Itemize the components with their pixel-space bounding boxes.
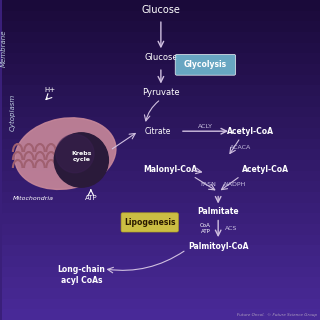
FancyBboxPatch shape bbox=[121, 213, 178, 232]
Bar bbox=[2, 288, 320, 299]
Text: Mitochondria: Mitochondria bbox=[13, 196, 54, 201]
Text: Palmitate: Palmitate bbox=[197, 207, 239, 216]
Bar bbox=[2, 245, 320, 256]
Text: Glucose: Glucose bbox=[144, 53, 178, 62]
Bar bbox=[2, 117, 320, 128]
Text: Membrane: Membrane bbox=[0, 29, 6, 67]
Bar bbox=[2, 75, 320, 85]
Bar bbox=[2, 128, 320, 139]
Bar bbox=[2, 267, 320, 277]
Bar bbox=[2, 192, 320, 203]
Bar bbox=[2, 181, 320, 192]
Text: Lipogenesis: Lipogenesis bbox=[124, 218, 175, 227]
Bar bbox=[2, 64, 320, 75]
Circle shape bbox=[56, 134, 94, 173]
Text: Krebs
cycle: Krebs cycle bbox=[71, 151, 92, 162]
Bar bbox=[2, 299, 320, 309]
Text: CoA
ATP: CoA ATP bbox=[200, 223, 211, 234]
Bar bbox=[2, 139, 320, 149]
Bar bbox=[2, 0, 320, 11]
Bar bbox=[2, 43, 320, 53]
Text: Malonyl-CoA: Malonyl-CoA bbox=[143, 165, 197, 174]
Bar bbox=[2, 107, 320, 117]
Bar bbox=[2, 21, 320, 32]
Bar bbox=[2, 277, 320, 288]
Text: Acetyl-CoA: Acetyl-CoA bbox=[242, 165, 289, 174]
Ellipse shape bbox=[15, 118, 116, 189]
Bar bbox=[2, 96, 320, 107]
Bar bbox=[2, 203, 320, 213]
Bar bbox=[2, 11, 320, 21]
Bar bbox=[2, 53, 320, 64]
Bar bbox=[2, 149, 320, 160]
Bar bbox=[2, 224, 320, 235]
Bar bbox=[2, 213, 320, 224]
Circle shape bbox=[54, 133, 108, 187]
Text: ATP: ATP bbox=[84, 196, 97, 201]
Text: Glycolysis: Glycolysis bbox=[184, 60, 227, 68]
Text: Glucose: Glucose bbox=[141, 4, 180, 15]
Text: Pyruvate: Pyruvate bbox=[142, 88, 180, 97]
Bar bbox=[2, 256, 320, 267]
Text: Long-chain
acyl CoAs: Long-chain acyl CoAs bbox=[57, 266, 105, 285]
Bar bbox=[2, 171, 320, 181]
Text: ACLY: ACLY bbox=[198, 124, 213, 129]
Text: Cytoplasm: Cytoplasm bbox=[10, 93, 16, 131]
Text: Citrate: Citrate bbox=[145, 127, 171, 136]
Text: NADPH: NADPH bbox=[223, 181, 245, 187]
Text: Future Oncol.  © Future Science Group: Future Oncol. © Future Science Group bbox=[237, 313, 317, 317]
Text: H+: H+ bbox=[44, 87, 55, 92]
Bar bbox=[2, 85, 320, 96]
Bar bbox=[2, 309, 320, 320]
Text: Palmitoyl-CoA: Palmitoyl-CoA bbox=[188, 242, 248, 251]
Bar bbox=[2, 160, 320, 171]
FancyBboxPatch shape bbox=[175, 54, 236, 75]
Text: FASN: FASN bbox=[201, 181, 217, 187]
Bar bbox=[2, 32, 320, 43]
Bar bbox=[2, 235, 320, 245]
Text: Acetyl-CoA: Acetyl-CoA bbox=[227, 127, 274, 136]
Text: ACS: ACS bbox=[225, 226, 237, 231]
Text: ACACA: ACACA bbox=[230, 145, 251, 150]
